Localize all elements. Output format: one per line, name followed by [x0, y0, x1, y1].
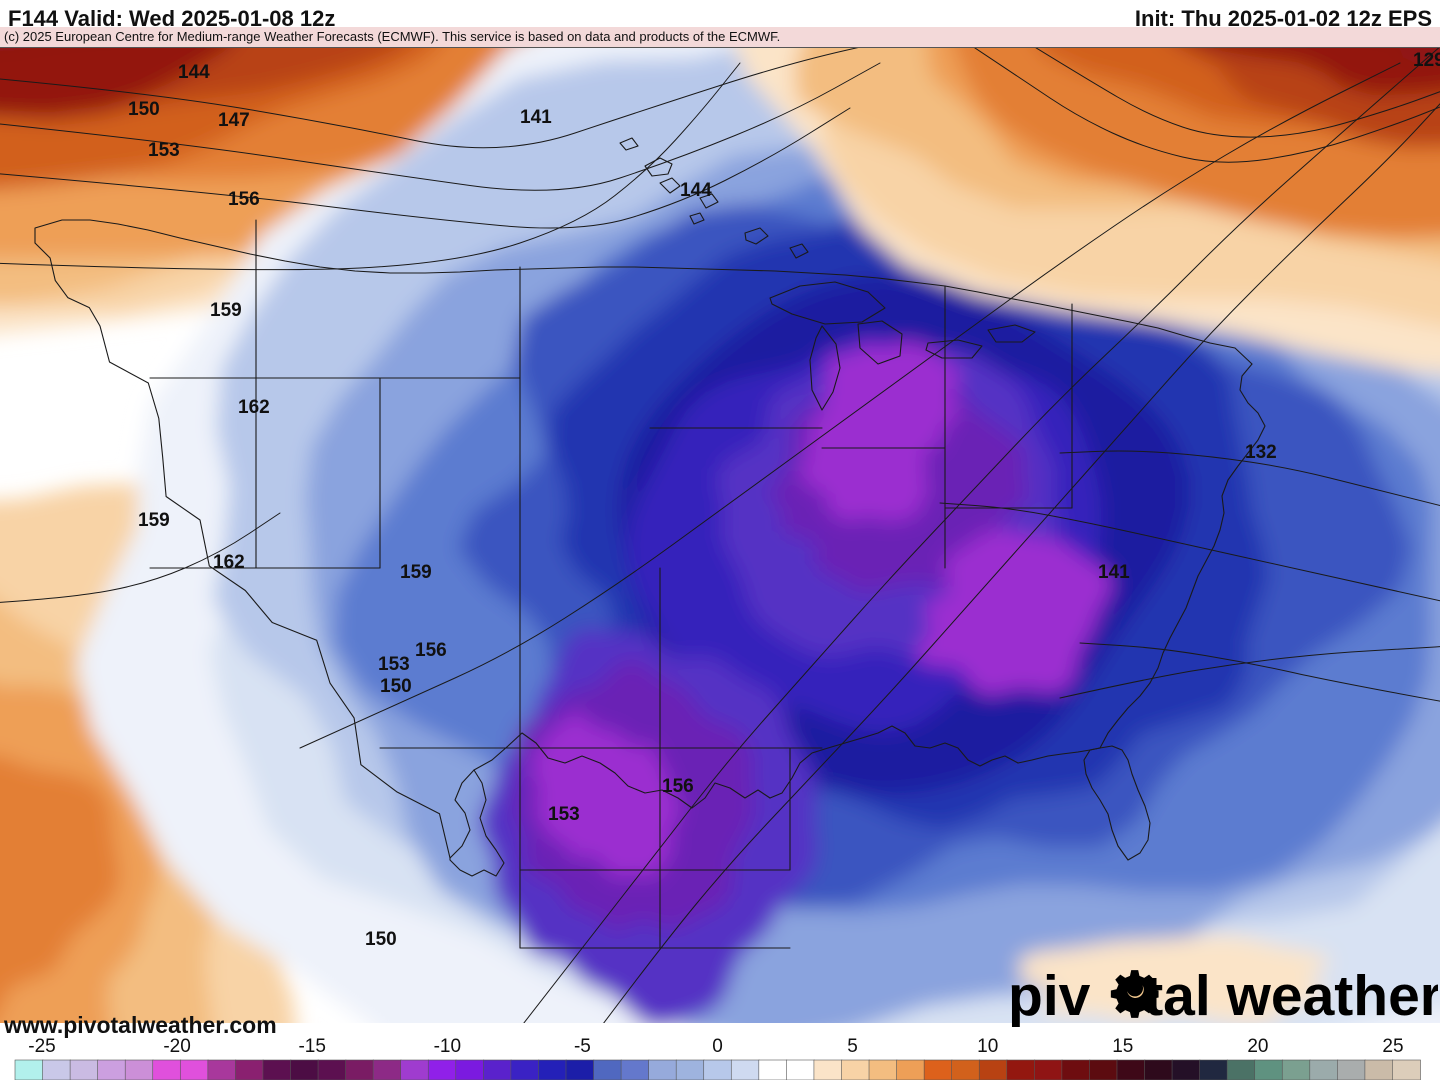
svg-text:-10: -10	[434, 1036, 461, 1057]
svg-text:156: 156	[662, 776, 694, 797]
svg-text:-20: -20	[163, 1036, 190, 1057]
svg-text:159: 159	[210, 300, 242, 321]
svg-text:153: 153	[148, 140, 180, 161]
svg-text:-5: -5	[574, 1036, 591, 1057]
svg-text:0: 0	[712, 1036, 723, 1057]
svg-text:10: 10	[977, 1036, 998, 1057]
svg-text:141: 141	[1098, 562, 1130, 583]
svg-text:150: 150	[380, 676, 412, 697]
svg-text:129: 129	[1413, 50, 1440, 71]
svg-text:156: 156	[415, 640, 447, 661]
svg-text:141: 141	[520, 107, 552, 128]
svg-text:156: 156	[228, 189, 260, 210]
svg-text:20: 20	[1247, 1036, 1268, 1057]
svg-text:159: 159	[138, 510, 170, 531]
svg-text:162: 162	[238, 397, 270, 418]
svg-text:150: 150	[365, 929, 397, 950]
svg-text:15: 15	[1112, 1036, 1133, 1057]
svg-text:132: 132	[1245, 442, 1277, 463]
svg-text:162: 162	[213, 552, 245, 573]
svg-text:5: 5	[847, 1036, 858, 1057]
svg-text:153: 153	[548, 804, 580, 825]
svg-text:153: 153	[378, 654, 410, 675]
svg-text:-15: -15	[298, 1036, 325, 1057]
svg-text:144: 144	[178, 62, 210, 83]
svg-text:150: 150	[128, 99, 160, 120]
svg-text:147: 147	[218, 110, 250, 131]
svg-text:-25: -25	[28, 1036, 55, 1057]
svg-text:159: 159	[400, 562, 432, 583]
svg-text:144: 144	[680, 180, 712, 201]
svg-text:25: 25	[1382, 1036, 1403, 1057]
